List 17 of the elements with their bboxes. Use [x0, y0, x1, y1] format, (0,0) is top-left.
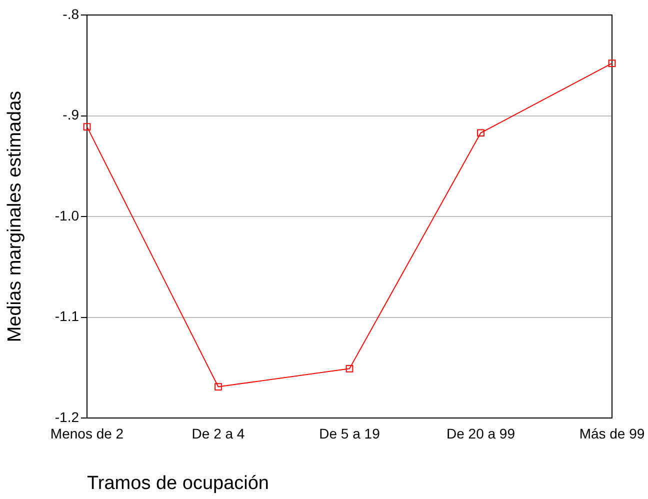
point [608, 60, 616, 68]
point [477, 129, 484, 137]
y-tick-label: -1.2 [54, 408, 80, 425]
point [214, 383, 222, 390]
y-tick-label: -.8 [62, 6, 80, 22]
x-axis-title: Tramos de ocupación [87, 472, 270, 494]
y-tick-label: -1.1 [54, 308, 80, 324]
y-tick-label: -.9 [62, 106, 80, 123]
x-tick-label: De 5 a 19 [319, 425, 380, 442]
x-tick-label: De 2 a 4 [192, 425, 245, 442]
y-tick-label: -1.0 [54, 207, 80, 224]
point [83, 123, 91, 131]
x-tick-label: Más de 99 [579, 425, 645, 442]
x-tick-label: De 20 a 99 [446, 425, 516, 442]
point [346, 364, 354, 372]
y-axis-title: Medias marginales estimadas [4, 90, 26, 342]
x-tick-label: Menos de 2 [50, 425, 124, 442]
